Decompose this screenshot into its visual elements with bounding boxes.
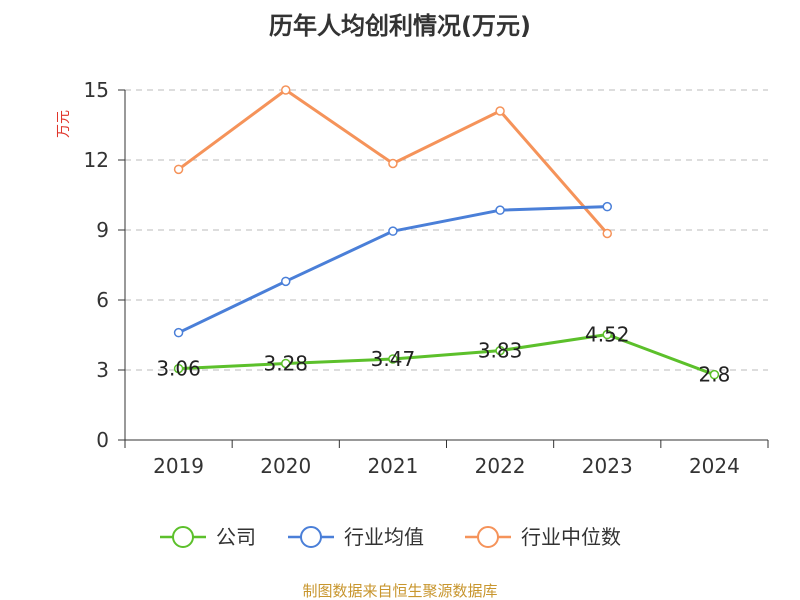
data-point-公司-2024 (709, 369, 720, 380)
legend[interactable]: 公司 行业均值 行业中位数 (160, 525, 621, 549)
series-公司 (173, 329, 720, 380)
legend-item-行业中位数[interactable]: 行业中位数 (465, 525, 621, 549)
y-tick-label-9: 9 (96, 218, 109, 242)
y-tick-label-0: 0 (96, 428, 109, 452)
data-label-2023: 4.52 (585, 323, 630, 347)
legend-label-行业中位数: 行业中位数 (521, 525, 621, 549)
data-label-2021: 3.47 (371, 347, 416, 371)
y-tick-label-6: 6 (96, 288, 109, 312)
x-tick-label-2022: 2022 (475, 454, 526, 478)
data-point-行业均值-2019 (173, 327, 184, 338)
x-tick-label-2021: 2021 (367, 454, 418, 478)
legend-item-公司[interactable]: 公司 (160, 525, 256, 549)
data-point-公司-2019 (173, 363, 184, 374)
data-point-行业均值-2020 (281, 276, 291, 287)
data-point-公司-2022 (495, 345, 505, 356)
series-行业均值 (173, 201, 612, 338)
data-labels: 3.06 3.28 3.47 3.83 4.52 2.8 (156, 323, 730, 387)
series (173, 85, 720, 380)
legend-marker-行业均值 (300, 526, 322, 548)
data-point-行业中位数-2020 (281, 85, 291, 95)
data-label-2019: 3.06 (156, 357, 201, 381)
data-point-行业均值-2022 (495, 205, 505, 215)
data-point-公司-2020 (281, 358, 291, 369)
data-point-行业均值-2021 (388, 226, 398, 236)
x-tick-label-2019: 2019 (153, 454, 204, 478)
x-tick-label-2023: 2023 (582, 454, 633, 478)
y-axis-label: 万元 (56, 110, 72, 138)
data-label-2022: 3.83 (478, 339, 523, 363)
series-行业中位数 (173, 85, 612, 239)
data-point-公司-2023 (602, 329, 612, 340)
source-note: 制图数据来自恒生聚源数据库 (302, 582, 497, 600)
data-label-2020: 3.28 (263, 351, 308, 375)
data-point-行业中位数-2019 (173, 164, 184, 175)
x-tick-label-2020: 2020 (260, 454, 311, 478)
legend-item-行业均值[interactable]: 行业均值 (288, 525, 424, 549)
data-point-行业中位数-2023 (602, 228, 612, 239)
chart-title: 历年人均创利情况(万元) (269, 12, 531, 40)
legend-label-行业均值: 行业均值 (344, 525, 424, 549)
data-point-行业均值-2023 (602, 201, 612, 212)
legend-label-公司: 公司 (216, 525, 256, 549)
data-point-公司-2021 (388, 354, 398, 364)
axes: 0 3 6 9 12 15 2019 2020 2021 2022 2023 2024 (84, 78, 769, 478)
x-tick-label-2024: 2024 (689, 454, 740, 478)
legend-marker-公司 (172, 526, 194, 548)
data-point-行业中位数-2021 (388, 158, 398, 169)
series-line-行业均值 (177, 205, 608, 335)
grid (125, 89, 768, 371)
data-point-行业中位数-2022 (495, 106, 505, 116)
y-tick-label-3: 3 (96, 358, 109, 382)
series-line-公司 (178, 333, 715, 377)
legend-marker-行业中位数 (477, 526, 499, 548)
y-tick-label-12: 12 (84, 148, 109, 172)
data-label-2024: 2.8 (699, 363, 731, 387)
y-tick-label-15: 15 (84, 78, 109, 102)
